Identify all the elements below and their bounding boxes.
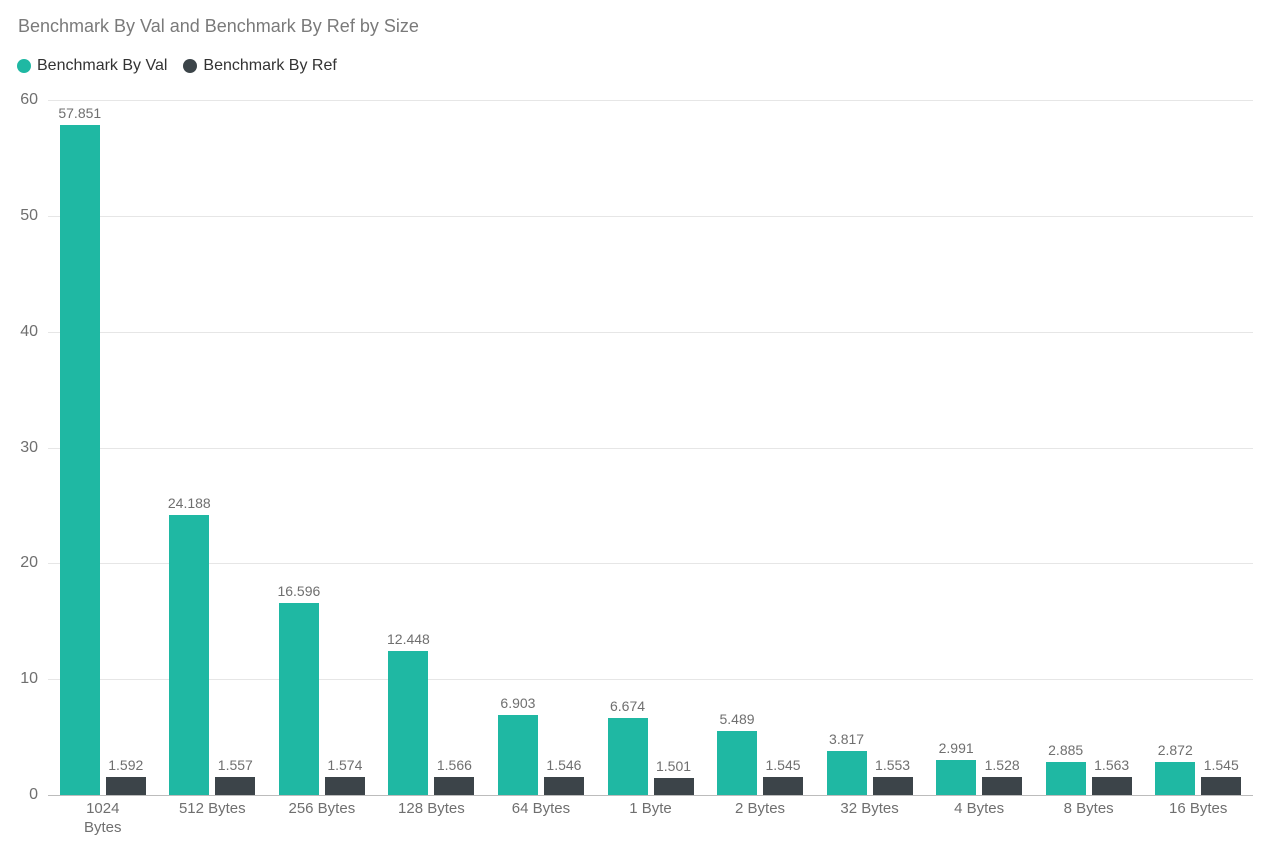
bar-byval[interactable] (717, 731, 757, 795)
bar-byref[interactable] (106, 777, 146, 795)
bar-byval[interactable] (608, 718, 648, 795)
bar-label-byref: 1.501 (656, 758, 691, 778)
bar-label-byval: 12.448 (387, 631, 430, 651)
bar-byval[interactable] (498, 715, 538, 795)
bar-byref[interactable] (654, 778, 694, 795)
bar-label-byval: 2.991 (939, 740, 974, 760)
bar-byref[interactable] (325, 777, 365, 795)
bar-label-byref: 1.563 (1094, 757, 1129, 777)
bar-byref[interactable] (873, 777, 913, 795)
y-tick-label: 50 (20, 207, 38, 225)
bar-byref[interactable] (763, 777, 803, 795)
bar-byref[interactable] (1092, 777, 1132, 795)
bar-label-byref: 1.545 (766, 757, 801, 777)
legend-label-byval: Benchmark By Val (37, 57, 167, 75)
bar-byval[interactable] (60, 125, 100, 795)
bar-label-byval: 6.674 (610, 698, 645, 718)
bar-label-byval: 3.817 (829, 731, 864, 751)
y-tick-label: 30 (20, 439, 38, 457)
x-axis-label: 1024Bytes (48, 800, 158, 838)
bar-label-byref: 1.553 (875, 757, 910, 777)
x-axis-label: 8 Bytes (1034, 800, 1144, 819)
y-tick-label: 10 (20, 670, 38, 688)
bar-byval[interactable] (169, 515, 209, 795)
bar-byval[interactable] (388, 651, 428, 795)
bar-label-byval: 57.851 (58, 105, 101, 125)
bar-byval[interactable] (1046, 762, 1086, 795)
bar-byval[interactable] (1155, 762, 1195, 795)
x-axis-label: 256 Bytes (267, 800, 377, 819)
bar-label-byref: 1.528 (985, 757, 1020, 777)
legend-label-byref: Benchmark By Ref (203, 57, 336, 75)
bar-byref[interactable] (434, 777, 474, 795)
bar-byref[interactable] (544, 777, 584, 795)
bar-label-byref: 1.557 (218, 757, 253, 777)
bar-label-byval: 24.188 (168, 495, 211, 515)
legend-swatch-byref (183, 59, 197, 73)
bars-area: 57.851 1.592 24.188 1.557 16.596 1.574 12.448 1… (48, 100, 1253, 795)
bar-label-byval: 2.885 (1048, 742, 1083, 762)
x-axis-label: 1 Byte (596, 800, 706, 819)
y-tick-label: 20 (20, 554, 38, 572)
bar-byval[interactable] (827, 751, 867, 795)
x-axis-label: 16 Bytes (1143, 800, 1253, 819)
legend-swatch-byval (17, 59, 31, 73)
x-axis-label: 4 Bytes (924, 800, 1034, 819)
bar-label-byref: 1.574 (327, 757, 362, 777)
bar-label-byval: 5.489 (720, 711, 755, 731)
legend-item-byval[interactable]: Benchmark By Val (17, 57, 167, 75)
y-tick-label: 40 (20, 323, 38, 341)
bar-label-byref: 1.546 (546, 757, 581, 777)
bar-label-byval: 6.903 (500, 695, 535, 715)
y-tick-label: 60 (20, 91, 38, 109)
bar-byval[interactable] (936, 760, 976, 795)
x-axis-label: 128 Bytes (377, 800, 487, 819)
x-axis-label: 64 Bytes (486, 800, 596, 819)
bar-label-byref: 1.592 (108, 757, 143, 777)
x-axis-label: 32 Bytes (815, 800, 925, 819)
chart-container: Benchmark By Val and Benchmark By Ref by… (0, 0, 1273, 862)
bar-byval[interactable] (279, 603, 319, 795)
bar-label-byref: 1.545 (1204, 757, 1239, 777)
bar-label-byref: 1.566 (437, 757, 472, 777)
x-axis-label: 512 Bytes (158, 800, 268, 819)
bar-label-byval: 2.872 (1158, 742, 1193, 762)
bar-label-byval: 16.596 (277, 583, 320, 603)
y-tick-label: 0 (29, 786, 38, 804)
x-axis-label: 2 Bytes (705, 800, 815, 819)
legend: Benchmark By Val Benchmark By Ref (17, 57, 337, 75)
bar-byref[interactable] (1201, 777, 1241, 795)
chart-title: Benchmark By Val and Benchmark By Ref by… (18, 16, 419, 37)
bar-byref[interactable] (982, 777, 1022, 795)
legend-item-byref[interactable]: Benchmark By Ref (183, 57, 336, 75)
x-axis-line (48, 795, 1253, 796)
bar-byref[interactable] (215, 777, 255, 795)
plot-area: 0102030405060 57.8511.59224.1881.55716.5… (48, 100, 1253, 795)
